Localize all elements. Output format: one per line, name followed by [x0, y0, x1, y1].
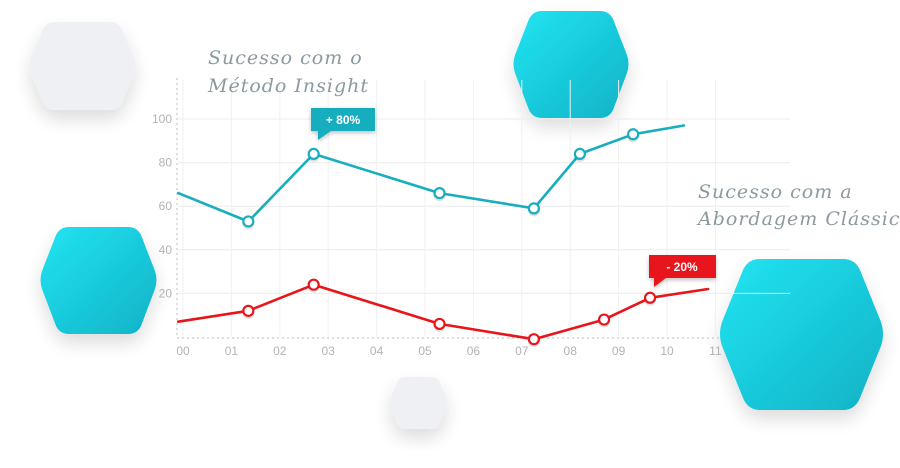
x-tick-label: 04 — [370, 344, 384, 358]
badge-insight-shape — [311, 108, 375, 140]
x-tick-label: 02 — [273, 344, 287, 358]
point-marker — [527, 202, 541, 215]
x-tick-label: 03 — [322, 344, 336, 358]
hexagon-grey-bottom — [390, 377, 447, 429]
point-marker — [242, 215, 255, 228]
badge-classica-shape — [649, 255, 716, 287]
series-line-0 — [176, 124, 686, 223]
hexagon-teal-left — [40, 227, 157, 334]
point-marker — [433, 187, 446, 200]
chart-series — [176, 124, 710, 348]
x-tick-label: 06 — [467, 344, 481, 358]
badge-insight: + 80% — [311, 108, 375, 140]
x-tick-label: 11 — [709, 344, 722, 358]
y-tick-label: 40 — [159, 243, 173, 257]
series-label-insight-line2: Método Insight — [207, 75, 369, 97]
point-marker — [433, 317, 446, 331]
x-tick-label: 09 — [612, 344, 626, 358]
badge-insight-label: + 80% — [326, 113, 361, 127]
hexagon-teal-top — [513, 11, 629, 118]
series-label-classica-line2: Abordagem Clássica — [696, 208, 900, 230]
x-tick-label: 08 — [564, 344, 578, 358]
chart-axes — [176, 78, 720, 339]
y-tick-label: 20 — [159, 286, 173, 300]
series-label-insight-line1: Sucesso com o — [208, 47, 363, 69]
series-line-1 — [176, 283, 710, 341]
x-axis-ticks: 00 01 02 03 04 05 06 07 08 09 10 11 — [176, 344, 722, 358]
point-marker — [307, 278, 320, 291]
point-marker — [643, 291, 657, 304]
point-marker — [627, 128, 640, 141]
y-tick-label: 100 — [152, 112, 172, 126]
series-label-classica-line1: Sucesso com a — [698, 181, 853, 203]
x-tick-label: 01 — [225, 344, 239, 358]
point-marker — [527, 333, 541, 346]
badge-classica: - 20% — [649, 255, 716, 287]
x-tick-label: 07 — [515, 344, 529, 358]
point-marker — [242, 304, 255, 317]
point-marker — [573, 147, 586, 160]
y-axis-ticks: 20 40 60 80 100 — [152, 112, 172, 300]
decorative-hexagons — [29, 11, 883, 429]
grid-lines — [178, 80, 790, 337]
hexagon-grey-top-left — [29, 22, 136, 110]
hexagon-teal-right — [720, 259, 883, 410]
point-marker — [307, 147, 320, 160]
x-tick-label: 05 — [418, 344, 432, 358]
y-tick-label: 80 — [159, 156, 173, 170]
y-tick-label: 60 — [159, 199, 173, 213]
badge-classica-label: - 20% — [666, 260, 698, 274]
x-tick-label: 10 — [660, 344, 674, 358]
point-marker — [597, 313, 611, 326]
x-tick-label: 00 — [176, 344, 190, 358]
